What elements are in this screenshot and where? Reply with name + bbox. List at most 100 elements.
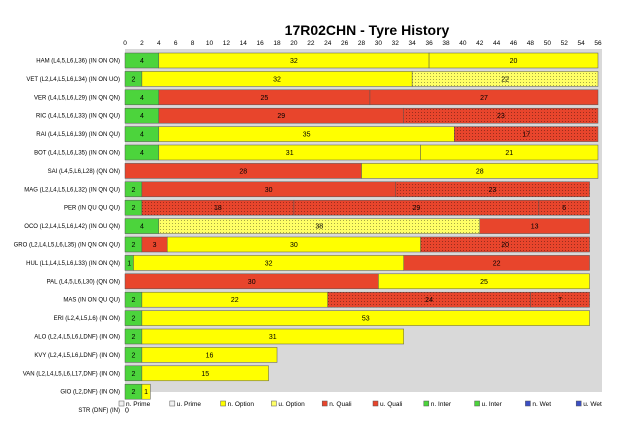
driver-label: GIO (L2,DNF) (IN ON)	[60, 390, 120, 396]
x-tick-label: 38	[442, 40, 450, 47]
driver-label: HUL (L1,L4,L5,L6,L33) (IN ON QN)	[26, 261, 120, 267]
x-tick-label: 28	[358, 40, 366, 47]
legend-swatch	[220, 400, 226, 407]
driver-label: PAL (L4,5,L6,L30) (QN ON)	[47, 279, 120, 285]
stint-laps-label: 17	[522, 132, 530, 139]
stint-laps-label: 23	[497, 113, 505, 120]
stint-laps-label: 25	[260, 95, 268, 102]
x-tick-label: 12	[223, 40, 231, 47]
stint-laps-label: 28	[239, 168, 247, 175]
stint-laps-label: 0	[125, 408, 129, 415]
x-tick-label: 54	[577, 40, 585, 47]
x-tick-label: 32	[392, 40, 400, 47]
stint-bar	[141, 310, 590, 326]
stint-laps-label: 1	[144, 389, 148, 396]
driver-label: VET (L2,L4,L5,L6,L34) (IN ON UO)	[26, 77, 120, 83]
x-tick-label: 20	[290, 40, 298, 47]
driver-label: MAS (IN ON QU QU)	[63, 298, 120, 304]
stint-laps-label: 2	[131, 76, 135, 83]
used-tyre-pattern	[141, 200, 294, 216]
stint-laps-label: 28	[476, 168, 484, 175]
x-axis: 0 2 4 6 8 10 12 14 16 18 20 22 24 26 28 30 32 34 36 38 40 42 4…	[123, 40, 602, 47]
driver-label: VAN (L2,L4,L5,L6,L17,DNF) (IN ON)	[23, 371, 120, 377]
x-tick-label: 56	[594, 40, 602, 47]
driver-label: HAM (L4,5,L6,L36) (IN ON ON)	[36, 59, 120, 65]
x-tick-label: 16	[257, 40, 265, 47]
stint-laps-label: 22	[231, 297, 239, 304]
stint-laps-label: 2	[131, 242, 135, 249]
stint-laps-label: 31	[269, 334, 277, 341]
x-tick-label: 42	[476, 40, 484, 47]
legend-swatch	[525, 400, 531, 407]
x-tick-label: 30	[375, 40, 383, 47]
stint-laps-label: 24	[425, 297, 433, 304]
stint-laps-label: 25	[480, 279, 488, 286]
driver-label: SAI (L4,5,L6,L28) (QN ON)	[48, 169, 120, 175]
x-tick-label: 22	[307, 40, 315, 47]
stint-bar	[428, 52, 599, 69]
stint-bar	[420, 144, 599, 161]
stint-laps-label: 2	[131, 389, 135, 396]
used-tyre-pattern	[530, 292, 590, 308]
stint-bar	[479, 218, 590, 234]
stint-laps-label: 18	[214, 205, 222, 212]
used-tyre-pattern	[403, 108, 598, 124]
stint-bar	[141, 347, 278, 363]
stint-laps-label: 29	[413, 205, 421, 212]
driver-label: PER (IN QU QU QU)	[64, 206, 120, 212]
stint-laps-label: 32	[290, 58, 298, 65]
stint-laps-label: 7	[558, 297, 562, 304]
stint-laps-label: 31	[286, 150, 294, 157]
stint-bar	[141, 383, 151, 400]
driver-label: ALO (L2,4,L5,L6,LDNF) (IN ON)	[34, 335, 120, 341]
driver-label: VER (L4,L5,L6,L29) (IN QN QN)	[34, 95, 120, 101]
used-tyre-pattern	[158, 218, 480, 234]
stint-bar	[141, 328, 404, 345]
stint-laps-label: 4	[140, 58, 144, 65]
x-tick-label: 8	[191, 40, 195, 47]
stint-laps-label: 4	[140, 224, 144, 231]
stint-laps-label: 20	[510, 58, 518, 65]
used-tyre-pattern	[395, 181, 590, 197]
stint-laps-label: 29	[277, 113, 285, 120]
x-tick-label: 48	[527, 40, 535, 47]
x-tick-label: 14	[240, 40, 248, 47]
legend-swatch	[474, 400, 480, 407]
legend-label: n. Quali	[329, 401, 351, 408]
driver-label: STR (DNF) (IN)	[78, 408, 120, 414]
x-tick-label: 18	[273, 40, 281, 47]
stint-laps-label: 4	[140, 113, 144, 120]
x-tick-label: 46	[510, 40, 518, 47]
stint-laps-label: 2	[131, 187, 135, 194]
x-tick-label: 6	[174, 40, 178, 47]
stint-laps-label: 21	[505, 150, 513, 157]
stint-bar	[403, 255, 590, 271]
stint-laps-label: 30	[290, 242, 298, 249]
stint-laps-label: 3	[153, 242, 157, 249]
legend: n. Prime u. Prime n. Option u. Option n. Qua…	[118, 400, 602, 408]
stint-laps-label: 27	[480, 95, 488, 102]
stint-laps-label: 2	[131, 205, 135, 212]
legend-label: u. Wet	[583, 401, 602, 408]
stint-laps-label: 1	[127, 260, 131, 267]
legend-label: n. Inter	[431, 401, 452, 408]
stint-laps-label: 4	[140, 132, 144, 139]
stint-laps-label: 32	[265, 260, 273, 267]
stint-laps-label: 20	[501, 242, 509, 249]
stint-laps-label: 4	[140, 95, 144, 102]
stint-laps-label: 35	[303, 132, 311, 139]
x-tick-label: 36	[425, 40, 433, 47]
x-tick-label: 52	[561, 40, 569, 47]
driver-label: ERI (L2,4,L5,L6) (IN ON)	[54, 316, 120, 322]
stint-laps-label: 2	[131, 297, 135, 304]
x-tick-label: 34	[409, 40, 417, 47]
legend-swatch	[372, 400, 379, 407]
x-tick-label: 40	[459, 40, 467, 47]
stint-laps-label: 32	[273, 76, 281, 83]
used-tyre-pattern	[327, 292, 531, 308]
used-tyre-pattern	[538, 200, 590, 216]
stint-laps-label: 22	[501, 76, 509, 83]
legend-swatch	[169, 400, 176, 407]
stint-laps-label: 4	[140, 150, 144, 157]
